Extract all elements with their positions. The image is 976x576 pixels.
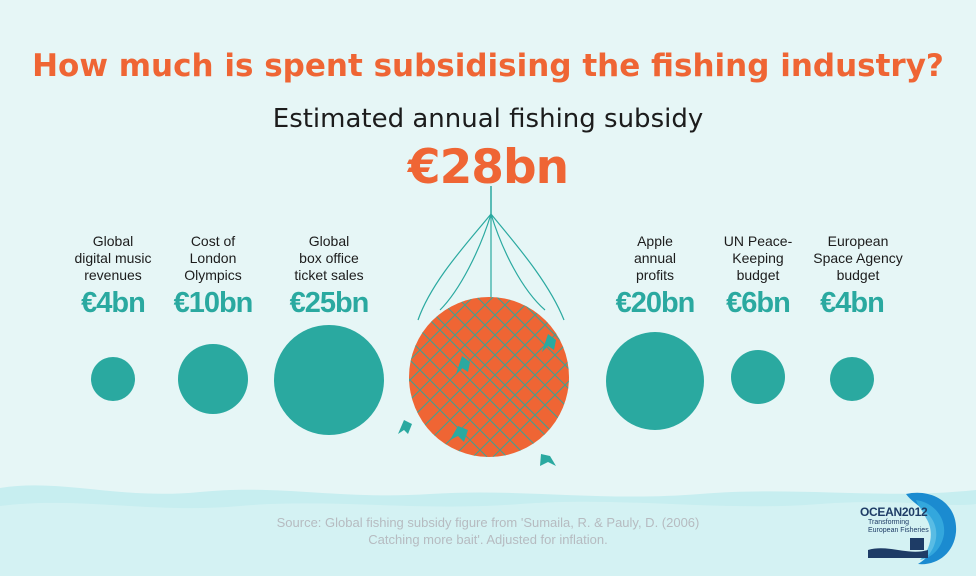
- fish-tails: [398, 334, 556, 466]
- value-music: €4bn: [81, 287, 146, 319]
- fish-tail-3: [450, 426, 468, 442]
- label-music: Global digital music revenues: [74, 233, 152, 283]
- fish-tail-5: [540, 454, 556, 466]
- logo-title: OCEAN2012: [860, 505, 928, 519]
- value-box-office: €25bn: [289, 287, 370, 319]
- source-note: Source: Global fishing subsidy figure fr…: [276, 515, 700, 547]
- value-un: €6bn: [726, 287, 791, 319]
- fish-tail-4: [398, 420, 412, 434]
- fish-tail-2: [542, 334, 556, 352]
- fish-tail-1: [456, 356, 470, 374]
- center-value: €28bn: [407, 140, 569, 195]
- label-apple: Apple annual profits: [633, 233, 677, 283]
- circle-music: [91, 357, 135, 401]
- subtitle: Estimated annual fishing subsidy: [272, 104, 704, 134]
- circle-esa: [830, 357, 874, 401]
- orange-circle: [409, 297, 569, 457]
- logo-subtitle: Transforming European Fisheries: [868, 519, 929, 534]
- label-esa: European Space Agency budget: [813, 233, 903, 283]
- circle-olympics: [178, 344, 248, 414]
- value-olympics: €10bn: [173, 287, 254, 319]
- circle-box-office: [274, 325, 384, 435]
- label-olympics: Cost of London Olympics: [184, 233, 242, 283]
- page-title: How much is spent subsidising the fishin…: [32, 48, 944, 84]
- value-esa: €4bn: [820, 287, 885, 319]
- label-un: UN Peace- Keeping budget: [723, 233, 793, 283]
- value-apple: €20bn: [615, 287, 696, 319]
- circle-apple: [606, 332, 704, 430]
- wave-front: [0, 501, 976, 576]
- logo-wave-icon: [868, 492, 957, 565]
- circle-un: [731, 350, 785, 404]
- net-top: [417, 213, 565, 321]
- ocean2012-logo: OCEAN2012 Transforming European Fisherie…: [858, 488, 976, 568]
- label-box-office: Global box office ticket sales: [294, 233, 364, 283]
